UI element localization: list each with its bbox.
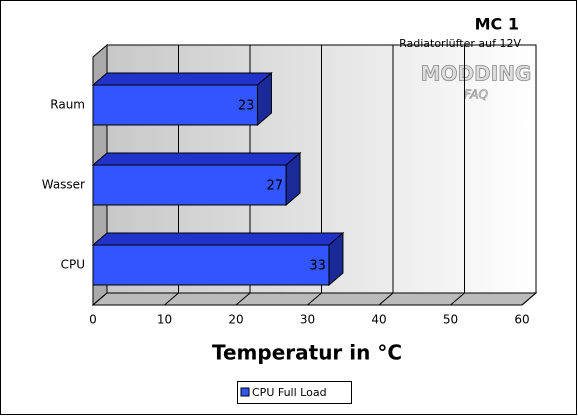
- value-label: 23: [238, 99, 255, 114]
- bar: [92, 244, 330, 286]
- x-tick-label: 30: [300, 313, 315, 327]
- x-tick-label: 40: [371, 313, 386, 327]
- y-tick-label: Raum: [50, 98, 85, 112]
- tick-mark: [235, 292, 251, 306]
- y-tick-label: Wasser: [42, 178, 85, 192]
- watermark: FAQ: [464, 88, 488, 102]
- x-tick-label: 60: [514, 313, 529, 327]
- value-label: 27: [267, 179, 284, 194]
- chart-title: MC 1: [475, 15, 519, 34]
- bar-top: [91, 152, 302, 166]
- bar: [92, 84, 258, 126]
- bar-top: [91, 232, 345, 246]
- subtitle: Radiatorlüfter auf 12V: [399, 37, 521, 50]
- x-tick-label: 10: [157, 313, 172, 327]
- watermark: MODDING: [421, 62, 532, 86]
- bar: [92, 164, 287, 206]
- x-axis-title: Temperatur in °C: [212, 341, 402, 365]
- tick-mark: [378, 292, 394, 306]
- bar-top: [91, 72, 273, 86]
- tick-mark: [521, 292, 537, 306]
- tick-mark: [164, 292, 179, 306]
- legend: [237, 381, 352, 404]
- y-tick-label: CPU: [61, 258, 85, 272]
- x-tick-label: 50: [443, 313, 458, 327]
- tick-mark: [92, 292, 108, 306]
- x-tick-label: 0: [89, 313, 97, 327]
- tick-mark: [450, 292, 465, 306]
- legend-label: CPU Full Load: [252, 386, 327, 399]
- legend-swatch: [240, 387, 250, 397]
- value-label: 33: [309, 259, 326, 274]
- tick-mark: [307, 292, 322, 306]
- x-tick-label: 20: [228, 313, 243, 327]
